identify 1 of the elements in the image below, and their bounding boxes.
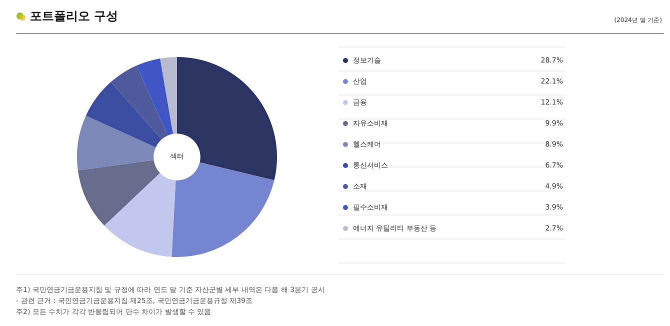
chart-title: 포트폴리오 구성 bbox=[30, 8, 118, 25]
